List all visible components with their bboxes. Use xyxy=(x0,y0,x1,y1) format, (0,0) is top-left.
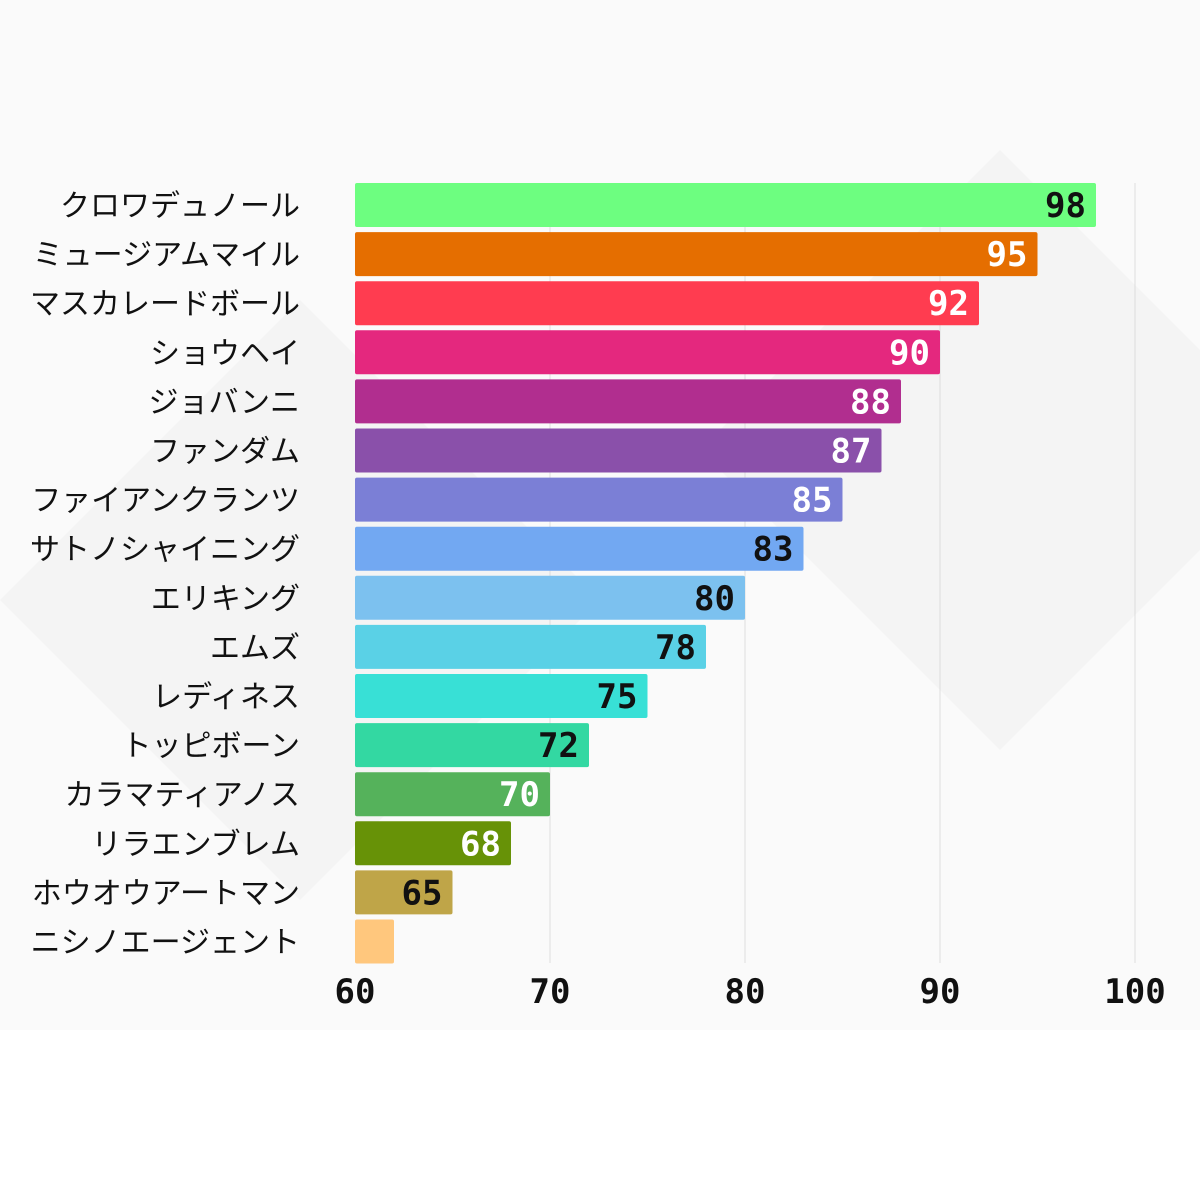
bar xyxy=(355,772,550,817)
category-labels: クロワデュノールミュージアムマイルマスカレードボールショウヘイジョバンニファンダ… xyxy=(30,189,300,961)
category-label: ホウオウアートマン xyxy=(32,876,300,911)
value-label: 70 xyxy=(499,775,540,815)
value-label: 78 xyxy=(655,628,696,668)
category-label: ニシノエージェント xyxy=(31,926,300,961)
value-label: 87 xyxy=(831,432,872,472)
value-label: 68 xyxy=(460,824,501,864)
category-label: ミュージアムマイル xyxy=(33,238,300,273)
value-labels: 98 95 92 90 88 87 85 83 80 78 75 72 70 68 65 xyxy=(402,186,1086,913)
category-label: トッピボーン xyxy=(122,729,301,764)
value-label: 72 xyxy=(538,726,579,766)
category-label: ショウヘイ xyxy=(150,336,300,371)
bars xyxy=(355,183,1096,964)
category-label: エリキング xyxy=(151,582,300,617)
category-label: エムズ xyxy=(210,631,300,666)
bar xyxy=(355,674,648,718)
x-tick-label: 70 xyxy=(530,972,571,1012)
bar xyxy=(355,526,804,571)
value-label: 95 xyxy=(987,235,1028,275)
category-label: サトノシャイニング xyxy=(30,533,300,568)
bar xyxy=(355,821,511,866)
value-label: 92 xyxy=(928,284,969,324)
x-tick-label: 60 xyxy=(335,972,376,1012)
category-label: カラマティアノス xyxy=(65,778,301,813)
bar xyxy=(355,428,882,473)
bar xyxy=(355,379,901,424)
category-label: ファイアンクランツ xyxy=(31,484,300,519)
value-label: 85 xyxy=(792,481,833,521)
x-tick-label: 90 xyxy=(920,972,961,1012)
bar xyxy=(355,870,453,915)
category-label: ジョバンニ xyxy=(149,385,301,420)
bar xyxy=(355,575,745,620)
bar xyxy=(355,232,1038,277)
category-label: レディネス xyxy=(152,680,300,715)
x-tick-label: 100 xyxy=(1104,972,1165,1012)
value-label: 75 xyxy=(597,677,638,717)
x-tick-label: 80 xyxy=(725,972,766,1012)
value-label: 90 xyxy=(889,333,930,373)
bar xyxy=(355,723,589,768)
bar xyxy=(355,183,1096,227)
category-label: マスカレードボール xyxy=(30,287,300,322)
bar xyxy=(355,624,706,669)
value-label: 98 xyxy=(1045,186,1086,226)
value-label: 88 xyxy=(850,382,891,422)
bar xyxy=(355,919,394,964)
category-label: ファンダム xyxy=(150,435,300,470)
value-label: 65 xyxy=(402,873,443,913)
category-label: クロワデュノール xyxy=(60,189,300,224)
value-label: 83 xyxy=(753,530,794,570)
x-axis-ticks: 60 70 80 90 100 xyxy=(335,972,1166,1012)
bar xyxy=(355,477,843,522)
category-label: リラエンブレム xyxy=(92,827,301,862)
bar xyxy=(355,330,940,375)
value-label: 80 xyxy=(694,579,735,619)
bar xyxy=(355,281,979,326)
